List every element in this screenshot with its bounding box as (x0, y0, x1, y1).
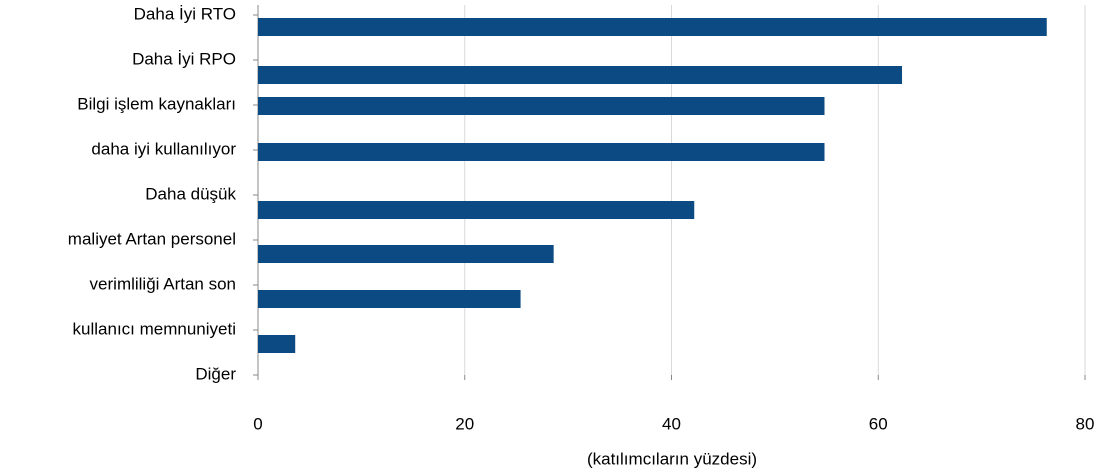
x-tick-label: 20 (455, 414, 474, 433)
bar (258, 290, 521, 308)
x-tick-label: 0 (253, 414, 262, 433)
bar (258, 245, 554, 263)
y-tick-label: daha iyi kullanılıyor (91, 139, 236, 158)
y-tick-label: Bilgi işlem kaynakları (77, 94, 236, 113)
x-tick-label: 40 (662, 414, 681, 433)
y-tick-label: Daha İyi RPO (132, 49, 236, 68)
x-tick-label: 60 (869, 414, 888, 433)
y-tick-label: kullanıcı memnuniyeti (73, 319, 236, 338)
y-tick-label: Daha düşük (145, 184, 236, 203)
bar (258, 66, 903, 84)
x-tick-label: 80 (1076, 414, 1095, 433)
y-tick-label: maliyet Artan personel (68, 229, 236, 248)
bar (258, 18, 1047, 36)
bar (258, 143, 825, 161)
y-tick-label: Diğer (195, 364, 236, 383)
bar (258, 201, 695, 219)
bar (258, 97, 825, 115)
x-axis-label: (katılımcıların yüzdesi) (587, 449, 757, 468)
y-tick-label: verimliliği Artan son (90, 274, 236, 293)
bar (258, 335, 296, 353)
y-tick-label: Daha İyi RTO (134, 4, 236, 23)
